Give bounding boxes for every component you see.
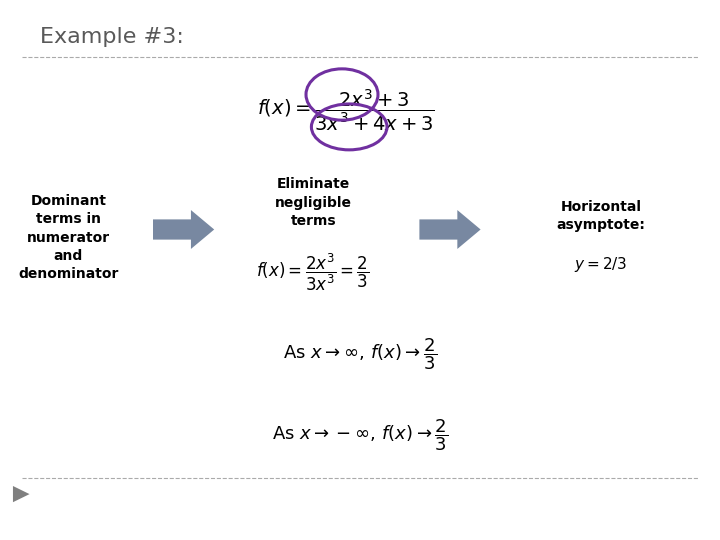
Text: $f(x)=\dfrac{2x^3}{3x^3}=\dfrac{2}{3}$: $f(x)=\dfrac{2x^3}{3x^3}=\dfrac{2}{3}$ <box>256 252 369 293</box>
Text: Dominant
terms in
numerator
and
denominator: Dominant terms in numerator and denomina… <box>18 194 119 281</box>
Text: Example #3:: Example #3: <box>40 27 184 47</box>
Text: Eliminate
negligible
terms: Eliminate negligible terms <box>275 177 351 228</box>
Text: $f(x)=\dfrac{2x^3+3}{3x^3+4x+3}$: $f(x)=\dfrac{2x^3+3}{3x^3+4x+3}$ <box>256 88 435 133</box>
Text: $\mathrm{As}\ x\rightarrow\infty,\,f(x)\rightarrow\dfrac{2}{3}$: $\mathrm{As}\ x\rightarrow\infty,\,f(x)\… <box>283 336 437 372</box>
Text: Horizontal
asymptote:: Horizontal asymptote: <box>557 200 646 232</box>
Text: $y = 2/3$: $y = 2/3$ <box>575 255 628 274</box>
Text: $\mathrm{As}\ x\rightarrow-\infty,\,f(x)\rightarrow\dfrac{2}{3}$: $\mathrm{As}\ x\rightarrow-\infty,\,f(x)… <box>272 417 448 453</box>
Polygon shape <box>153 210 215 249</box>
Polygon shape <box>13 486 30 502</box>
Polygon shape <box>419 210 481 249</box>
